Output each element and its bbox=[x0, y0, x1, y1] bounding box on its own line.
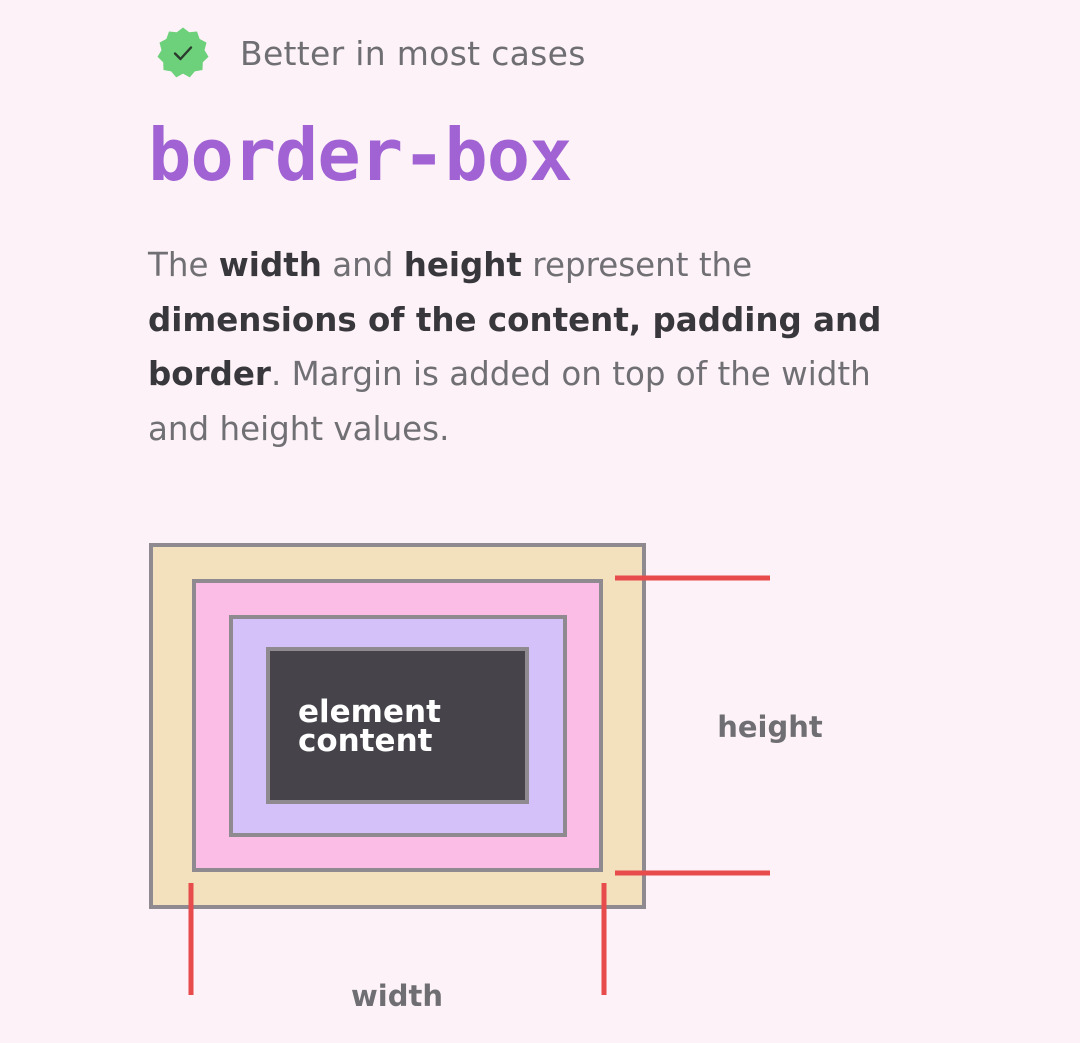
recommendation-badge: Better in most cases bbox=[156, 26, 586, 80]
dimensions-term: dimensions of the content, padding and b… bbox=[148, 300, 882, 394]
content-label-line-2: content bbox=[298, 723, 433, 759]
description-text-2: and bbox=[321, 246, 404, 284]
description-text-1: The bbox=[148, 246, 219, 284]
check-badge-icon bbox=[157, 27, 209, 78]
width-term: width bbox=[218, 246, 322, 284]
height-term: height bbox=[403, 246, 522, 284]
description: The width and height represent the dimen… bbox=[148, 238, 938, 456]
page-title: border-box bbox=[148, 113, 572, 197]
height-label: height bbox=[717, 710, 823, 744]
width-label: width bbox=[351, 979, 443, 1013]
content-label-line-1: element bbox=[298, 694, 441, 730]
description-text-4: . Margin is added on top of the width an… bbox=[148, 355, 871, 448]
description-text-3: represent the bbox=[521, 246, 753, 284]
badge-label: Better in most cases bbox=[240, 33, 586, 73]
content-box bbox=[266, 647, 529, 804]
